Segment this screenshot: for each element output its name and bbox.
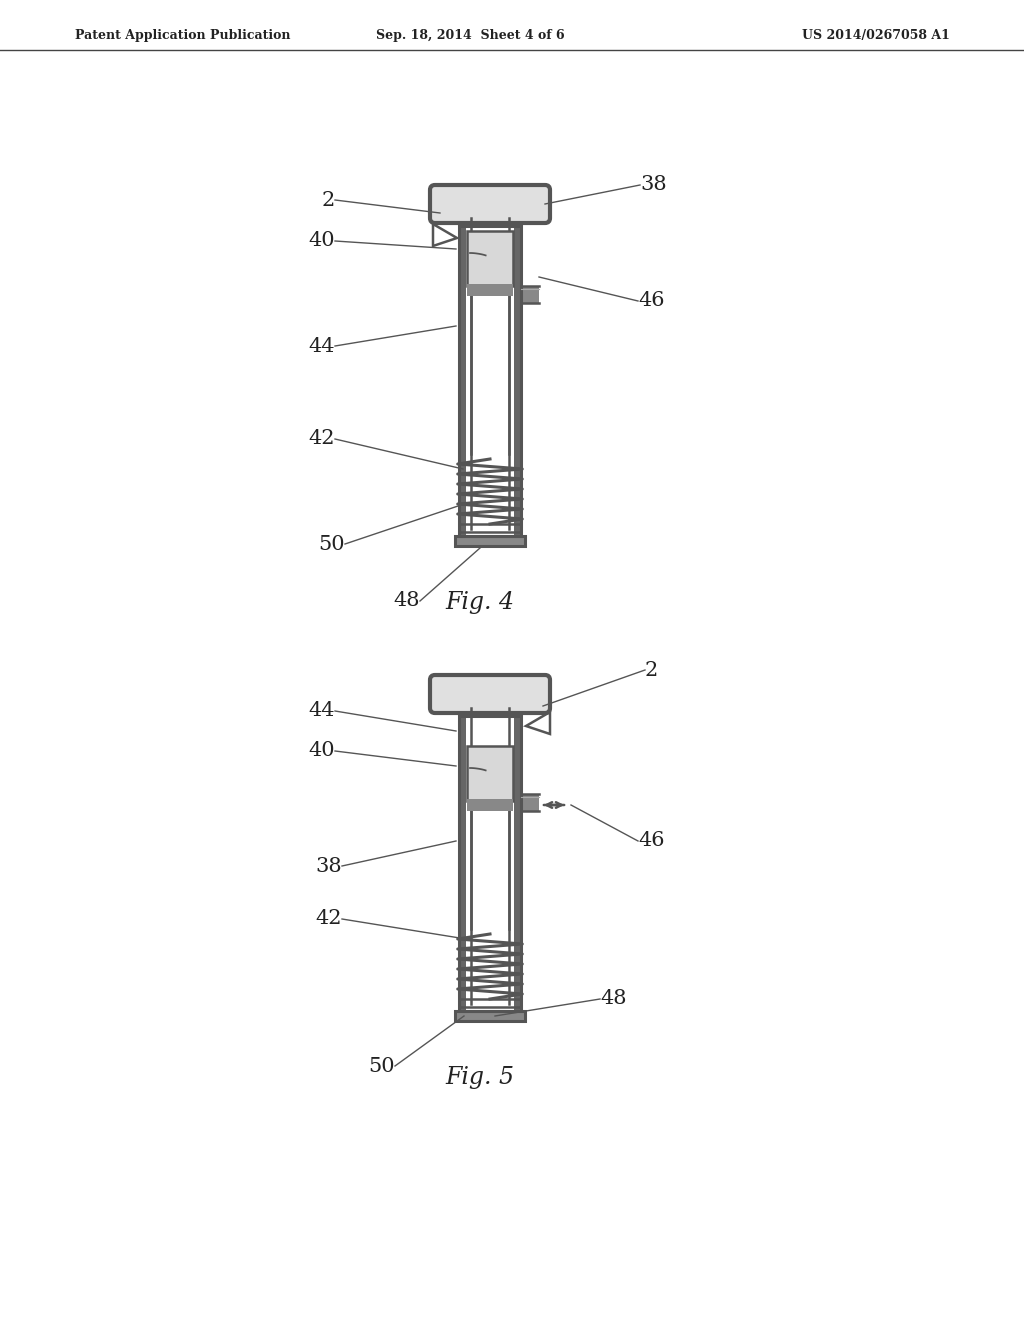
Bar (514, 715, 521, 1011)
Text: 50: 50 (369, 1056, 395, 1076)
Text: 46: 46 (638, 292, 665, 310)
Text: 2: 2 (645, 660, 658, 680)
Text: 40: 40 (308, 231, 335, 251)
Text: 46: 46 (638, 832, 665, 850)
Bar (455, 536, 525, 546)
Bar (467, 231, 513, 286)
Text: 50: 50 (318, 535, 345, 553)
Bar (459, 226, 521, 536)
Text: 38: 38 (315, 857, 342, 875)
Text: 48: 48 (393, 591, 420, 610)
FancyBboxPatch shape (430, 675, 550, 713)
Text: 44: 44 (308, 337, 335, 355)
Text: 42: 42 (308, 429, 335, 449)
Text: 42: 42 (315, 909, 342, 928)
Bar (467, 284, 513, 296)
Bar (459, 715, 466, 1011)
Bar (514, 226, 521, 536)
Text: 2: 2 (322, 190, 335, 210)
Text: Fig. 4: Fig. 4 (445, 591, 514, 614)
Bar (521, 286, 539, 304)
FancyBboxPatch shape (430, 185, 550, 223)
Bar (459, 226, 466, 536)
Bar (459, 715, 521, 1011)
Text: 48: 48 (600, 990, 627, 1008)
Bar (467, 746, 513, 801)
Text: US 2014/0267058 A1: US 2014/0267058 A1 (802, 29, 950, 41)
Bar (521, 795, 539, 810)
Bar (455, 1011, 525, 1020)
Text: Patent Application Publication: Patent Application Publication (75, 29, 291, 41)
Bar (467, 799, 513, 810)
Text: 40: 40 (308, 742, 335, 760)
Text: 44: 44 (308, 701, 335, 721)
Text: 38: 38 (640, 176, 667, 194)
Text: Fig. 5: Fig. 5 (445, 1067, 514, 1089)
Text: Sep. 18, 2014  Sheet 4 of 6: Sep. 18, 2014 Sheet 4 of 6 (376, 29, 564, 41)
